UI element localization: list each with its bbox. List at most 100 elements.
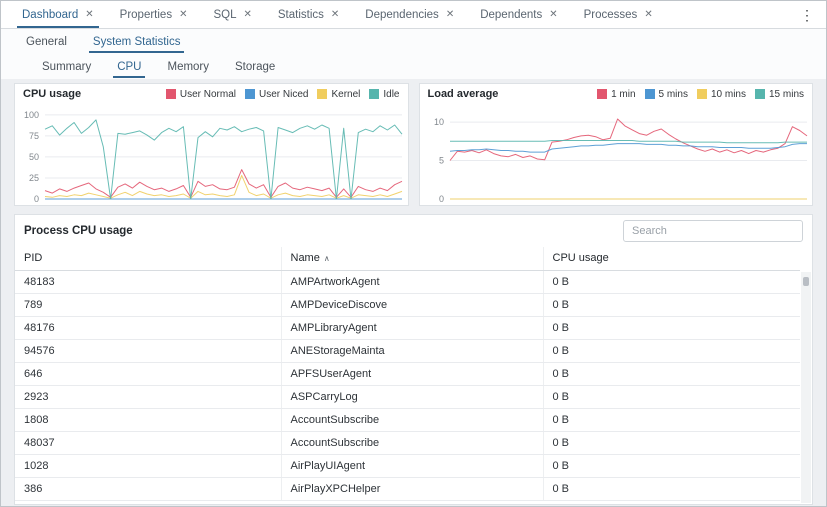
load-average-panel: Load average 1 min 5 mins 10 mins 15 min… <box>418 83 813 206</box>
tab-general[interactable]: General <box>13 29 80 54</box>
legend-swatch <box>245 89 255 99</box>
table-cell: AMPArtworkAgent <box>281 270 544 294</box>
table-cell: 0 B <box>543 362 800 386</box>
scrollbar-thumb[interactable] <box>803 277 809 286</box>
load-average-legend: 1 min 5 mins 10 mins 15 mins <box>597 89 804 100</box>
table-row[interactable]: 2923 ASPCarryLog 0 B <box>15 385 800 409</box>
close-icon[interactable]: ✕ <box>644 9 653 20</box>
tab-properties[interactable]: Properties ✕ <box>107 1 201 28</box>
table-row[interactable]: 1028 AirPlayUIAgent 0 B <box>15 454 800 478</box>
tertiary-tab-bar: Summary CPU Memory Storage <box>13 54 826 79</box>
table-cell: AMPLibraryAgent <box>281 316 544 340</box>
table-cell: 0 B <box>543 454 800 478</box>
svg-text:0: 0 <box>34 194 39 204</box>
sub-tab-area: General System Statistics Summary CPU Me… <box>1 29 826 79</box>
table-cell: 0 B <box>543 431 800 455</box>
tab-cpu[interactable]: CPU <box>104 54 154 79</box>
table-cell: 1808 <box>15 408 282 432</box>
column-header-pid[interactable]: PID <box>15 247 282 271</box>
tab-statistics[interactable]: Statistics ✕ <box>265 1 352 28</box>
chart-title: CPU usage <box>23 88 82 100</box>
table-cell: 0 B <box>543 408 800 432</box>
table-cell: 48037 <box>15 431 282 455</box>
close-icon[interactable]: ✕ <box>330 9 340 20</box>
legend-item: 1 min <box>597 89 636 100</box>
table-row[interactable]: 646 APFSUserAgent 0 B <box>15 362 800 386</box>
tab-label: Storage <box>235 60 276 73</box>
process-table-body: 48183 AMPArtworkAgent 0 B 789 AMPDeviceDisco… <box>15 270 800 501</box>
table-cell: 386 <box>15 477 282 501</box>
tab-processes[interactable]: Processes ✕ <box>571 1 666 28</box>
table-cell: ANEStorageMainta <box>281 339 544 363</box>
sort-asc-icon: ∧ <box>323 254 330 264</box>
cpu-usage-chart: 0 25 50 75 100 <box>24 110 403 204</box>
close-icon[interactable]: ✕ <box>85 9 94 20</box>
legend-swatch <box>369 89 380 99</box>
table-cell: 2923 <box>15 385 282 409</box>
table-cell: 0 B <box>543 477 800 501</box>
tab-label: CPU <box>117 60 142 73</box>
table-row[interactable]: 94576 ANEStorageMainta 0 B <box>15 339 800 363</box>
table-cell: 0 B <box>543 270 800 294</box>
svg-text:10: 10 <box>433 117 443 127</box>
legend-item: User Niced <box>245 89 308 100</box>
table-row[interactable]: 48176 AMPLibraryAgent 0 B <box>15 316 800 340</box>
svg-text:0: 0 <box>438 194 443 204</box>
table-row[interactable]: 1808 AccountSubscribe 0 B <box>15 408 800 432</box>
process-table: PID Name ∧ CPU usage 48183 AMPArtworkAgent… <box>15 247 800 501</box>
main-tab-bar: Dashboard ✕ Properties ✕ SQL ✕ Statistic… <box>1 1 826 29</box>
table-row[interactable]: 789 AMPDeviceDiscove 0 B <box>15 293 800 317</box>
tab-label: Dependencies <box>365 8 439 21</box>
tab-memory[interactable]: Memory <box>154 54 222 79</box>
tab-label: Memory <box>167 60 210 73</box>
tab-label: System Statistics <box>92 35 181 48</box>
close-icon[interactable]: ✕ <box>179 9 188 20</box>
legend-item: 15 mins <box>754 89 804 100</box>
table-cell: ASPCarryLog <box>281 385 544 409</box>
table-scrollbar[interactable] <box>801 272 811 503</box>
svg-text:25: 25 <box>29 173 39 183</box>
table-row[interactable]: 386 AirPlayXPCHelper 0 B <box>15 477 800 501</box>
chart-title: Load average <box>427 88 499 100</box>
legend-item: 5 mins <box>644 89 688 100</box>
tab-sql[interactable]: SQL ✕ <box>200 1 264 28</box>
table-row[interactable]: 48037 AccountSubscribe 0 B <box>15 431 800 455</box>
close-icon[interactable]: ✕ <box>549 9 558 20</box>
close-icon[interactable]: ✕ <box>243 9 252 20</box>
legend-swatch <box>696 89 707 99</box>
tab-dependencies[interactable]: Dependencies ✕ <box>352 1 467 28</box>
legend-item: User Normal <box>165 89 236 100</box>
tab-dashboard[interactable]: Dashboard ✕ <box>9 1 107 28</box>
legend-swatch <box>317 89 328 99</box>
svg-text:75: 75 <box>29 131 39 141</box>
legend-swatch <box>644 89 655 99</box>
charts-row: CPU usage User Normal User Niced Kernel … <box>1 79 826 214</box>
legend-item: 10 mins <box>696 89 746 100</box>
tab-dependents[interactable]: Dependents ✕ <box>467 1 570 28</box>
search-input[interactable] <box>623 220 803 242</box>
close-icon[interactable]: ✕ <box>445 9 455 20</box>
table-cell: APFSUserAgent <box>281 362 544 386</box>
table-header-row: PID Name ∧ CPU usage <box>15 247 800 271</box>
tab-label: SQL <box>213 8 237 21</box>
kebab-menu-icon[interactable]: ⋮ <box>800 6 814 23</box>
tab-system-statistics[interactable]: System Statistics <box>80 29 194 54</box>
svg-text:50: 50 <box>29 152 39 162</box>
table-cell: 0 B <box>543 316 800 340</box>
svg-text:5: 5 <box>438 156 443 166</box>
process-cpu-usage-panel: Process CPU usage PID Name∧ CPU usage 48… <box>14 214 813 505</box>
table-cell: 0 B <box>543 293 800 317</box>
legend-swatch <box>754 89 765 99</box>
table-row[interactable]: 48183 AMPArtworkAgent 0 B <box>15 270 800 294</box>
column-header-cpu-usage[interactable]: CPU usage <box>543 247 800 271</box>
table-cell: 94576 <box>15 339 282 363</box>
table-cell: 48183 <box>15 270 282 294</box>
tab-summary[interactable]: Summary <box>29 54 104 79</box>
column-header-name[interactable]: Name ∧ <box>281 247 544 271</box>
secondary-tab-bar: General System Statistics <box>13 29 826 54</box>
table-cell: AMPDeviceDiscove <box>281 293 544 317</box>
panel-title: Process CPU usage <box>24 225 133 237</box>
tab-storage[interactable]: Storage <box>222 54 288 79</box>
tab-label: Summary <box>42 60 92 73</box>
